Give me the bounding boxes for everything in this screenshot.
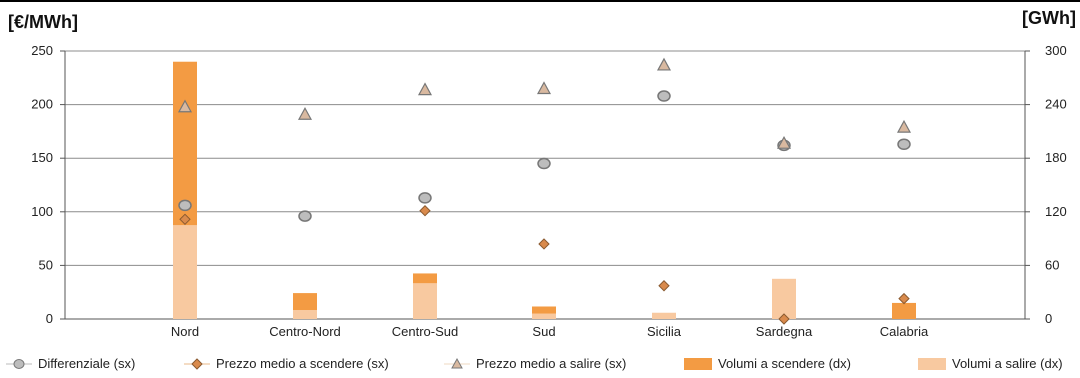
left-tick-label: 100: [31, 204, 53, 219]
category-label: Nord: [171, 324, 199, 339]
bar-volumi-a-salire: [652, 312, 676, 319]
right-tick-label: 60: [1045, 257, 1059, 272]
marker-prezzo-a-salire: [297, 106, 313, 120]
marker-differenziale: [418, 192, 432, 204]
bar-volumi-a-salire: [413, 283, 437, 319]
left-tick-label: 250: [31, 43, 53, 58]
legend-label: Volumi a scendere (dx): [718, 356, 851, 371]
marker-prezzo-a-salire: [776, 135, 792, 149]
category-label: Calabria: [880, 324, 929, 339]
legend-label: Prezzo medio a salire (sx): [476, 356, 627, 371]
marker-prezzo-a-scendere: [538, 238, 550, 250]
marker-differenziale: [298, 210, 312, 222]
right-tick-label: 240: [1045, 97, 1067, 112]
bar-volumi-a-scendere: [532, 306, 556, 314]
marker-differenziale: [657, 90, 671, 102]
marker-prezzo-a-scendere: [658, 280, 670, 292]
legend-label: Volumi a salire (dx): [952, 356, 1063, 371]
legend-item: Prezzo medio a salire (sx): [444, 356, 626, 371]
chart-legend: Differenziale (sx) Prezzo medio a scender…: [0, 356, 1080, 378]
marker-prezzo-a-salire: [177, 99, 193, 113]
bar-volumi-a-scendere: [293, 293, 317, 311]
marker-prezzo-a-scendere: [179, 213, 191, 226]
marker-prezzo-a-scendere: [419, 205, 431, 217]
top-rule: [0, 0, 1080, 2]
marker-prezzo-a-scendere: [898, 292, 910, 305]
right-tick-label: 120: [1045, 204, 1067, 219]
marker-prezzo-a-salire: [896, 119, 912, 133]
chart-plot: 0 0 50 60 100 120 150 180 200 240 250 300 Nord Centro…: [31, 43, 1067, 339]
marker-prezzo-a-salire: [417, 82, 433, 96]
legend-item: Differenziale (sx): [6, 356, 135, 371]
legend-item: Volumi a scendere (dx): [684, 356, 851, 371]
bar-volumi-a-salire: [173, 225, 197, 319]
marker-prezzo-a-scendere: [778, 313, 790, 325]
legend-diamond-icon: [184, 357, 210, 370]
category-label: Sardegna: [756, 324, 813, 339]
legend-triangle-icon: [444, 357, 470, 368]
right-tick-label: 180: [1045, 150, 1067, 165]
marker-differenziale: [897, 138, 911, 151]
left-axis-unit: [€/MWh]: [8, 12, 78, 32]
marker-prezzo-a-salire: [656, 57, 672, 71]
left-tick-label: 50: [39, 257, 53, 272]
legend-label: Prezzo medio a scendere (sx): [216, 356, 389, 371]
bar-volumi-a-scendere: [173, 61, 197, 226]
legend-item: Prezzo medio a scendere (sx): [184, 356, 389, 371]
category-label: Centro-Nord: [269, 324, 341, 339]
category-label: Centro-Sud: [392, 324, 458, 339]
right-tick-label: 0: [1045, 311, 1052, 326]
legend-circle-icon: [6, 358, 32, 369]
marker-prezzo-a-salire: [536, 81, 552, 95]
left-tick-label: 150: [31, 150, 53, 165]
left-tick-label: 200: [31, 97, 53, 112]
bar-volumi-a-salire: [293, 310, 317, 319]
marker-differenziale: [537, 157, 551, 170]
category-label: Sicilia: [647, 324, 682, 339]
bar-volumi-a-salire: [772, 278, 796, 319]
legend-label: Differenziale (sx): [38, 356, 136, 371]
bar-volumi-a-scendere: [892, 302, 916, 319]
legend-item: Volumi a salire (dx): [918, 356, 1063, 371]
legend-swatch-icon: [918, 357, 946, 370]
marker-differenziale: [178, 199, 192, 212]
bar-volumi-a-salire: [532, 313, 556, 319]
bar-volumi-a-scendere: [413, 273, 437, 284]
left-tick-label: 0: [46, 311, 53, 326]
right-axis-unit: [GWh]: [1022, 8, 1076, 28]
legend-swatch-icon: [684, 357, 712, 370]
category-label: Sud: [532, 324, 555, 339]
right-tick-label: 300: [1045, 43, 1067, 58]
